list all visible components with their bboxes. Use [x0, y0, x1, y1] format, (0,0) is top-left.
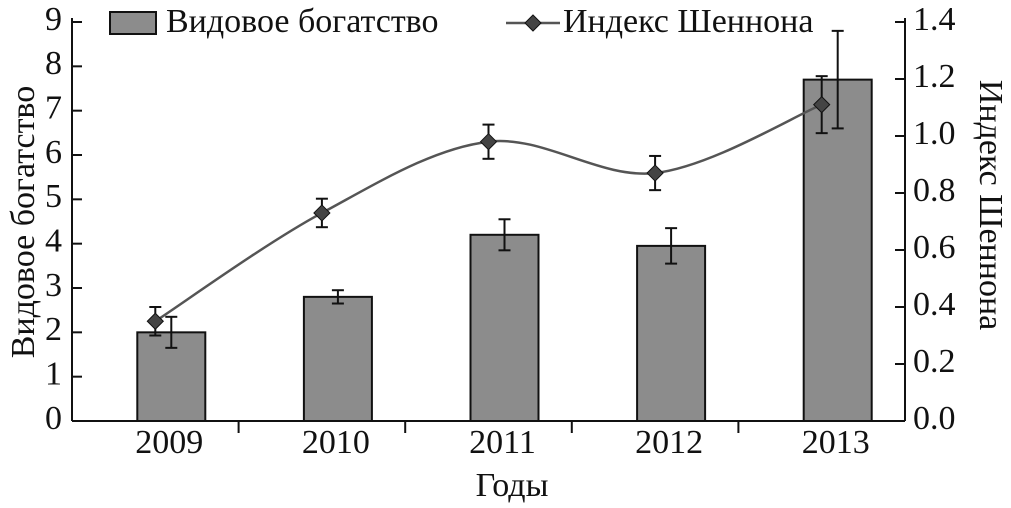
y-tick-label: 2 [45, 311, 62, 348]
y-tick-label: 7 [45, 89, 62, 126]
error-bar [165, 315, 178, 349]
y-tick-label: 6 [45, 134, 62, 171]
x-tick-label: 2012 [635, 424, 703, 461]
legend-label: Видовое богатство [166, 3, 439, 40]
y2-tick-label: 0.0 [913, 400, 956, 437]
y-axis-label: Видовое богатство [5, 86, 42, 359]
marker [313, 204, 331, 222]
legend-marker [524, 14, 542, 32]
marker [146, 312, 165, 330]
y2-axis-label: Индекс Шеннона [972, 80, 1009, 330]
y2-tick-label: 0.6 [913, 229, 956, 266]
x-tick-label: 2013 [802, 424, 870, 461]
x-tick-label: 2010 [302, 424, 370, 461]
y2-tick-label: 1.0 [913, 115, 956, 152]
x-tick-label: 2011 [469, 424, 536, 461]
bar [636, 244, 707, 422]
y-tick-label: 3 [45, 267, 62, 304]
legend-label: Индекс Шеннона [563, 3, 813, 40]
error-bar [331, 289, 344, 305]
y2-tick-label: 0.4 [913, 286, 956, 323]
y2-tick-label: 1.4 [913, 1, 956, 38]
y-tick-label: 4 [45, 222, 62, 259]
y-tick-label: 9 [45, 1, 62, 38]
x-tick-label: 2009 [135, 424, 203, 461]
error-bar [831, 29, 844, 130]
y-tick-label: 1 [45, 355, 62, 392]
y-tick-label: 0 [45, 400, 62, 437]
y2-tick-label: 1.2 [913, 58, 956, 95]
y2-tick-label: 0.2 [913, 343, 956, 380]
legend-bar-swatch [109, 11, 157, 35]
error-bar [665, 227, 678, 265]
y-tick-label: 8 [45, 45, 62, 82]
y-tick-label: 5 [45, 178, 62, 215]
bar [302, 295, 373, 422]
marker [479, 132, 498, 151]
bar [469, 233, 540, 422]
bar [802, 78, 873, 422]
error-bar [498, 218, 511, 252]
marker [812, 95, 831, 114]
marker [646, 164, 664, 182]
y2-tick-label: 0.8 [913, 172, 956, 209]
x-axis-label: Годы [476, 467, 549, 504]
